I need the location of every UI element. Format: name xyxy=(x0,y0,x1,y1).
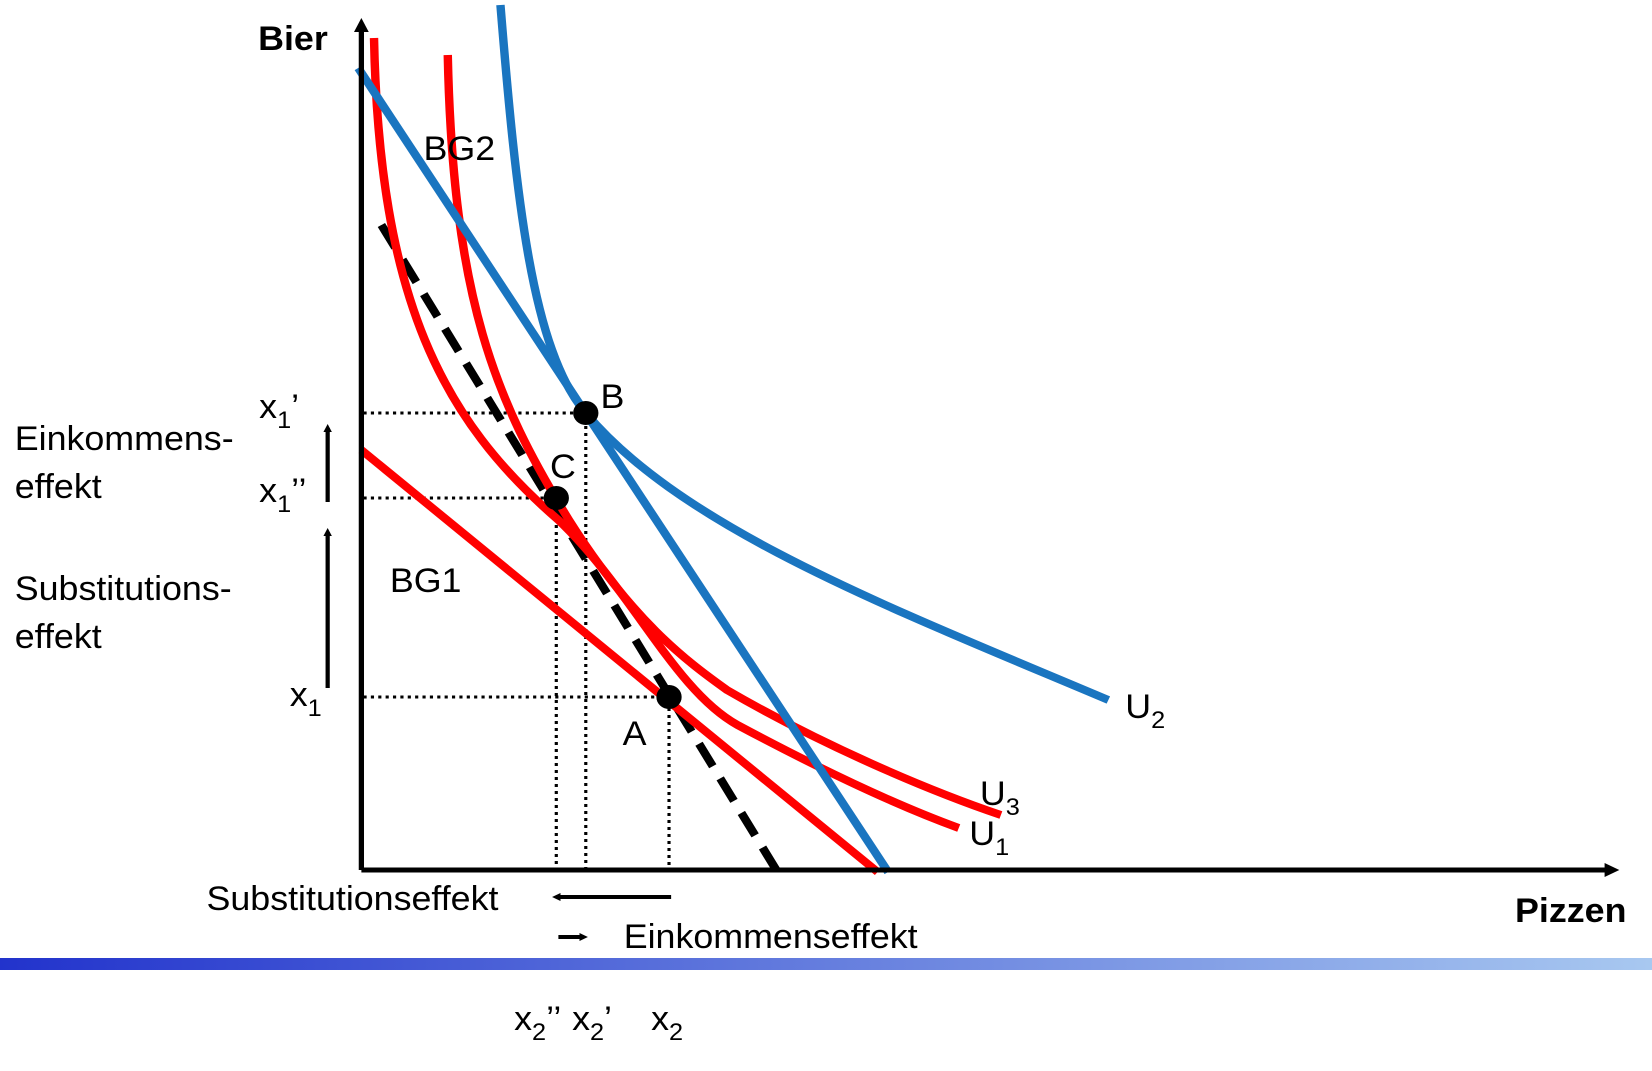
label-sub: 1 xyxy=(308,696,322,722)
point-c-label: C xyxy=(550,448,576,486)
label-base: x xyxy=(572,1000,590,1038)
label-sub: 2 xyxy=(1151,708,1165,734)
label-sub: 2 xyxy=(590,1020,604,1046)
bg1-line xyxy=(358,446,881,876)
label-suffix: ’ xyxy=(604,1000,612,1038)
label-base: x xyxy=(514,1000,532,1038)
u3-curve xyxy=(443,54,1003,819)
footer-bar xyxy=(0,958,1652,970)
y-label: x1 xyxy=(290,676,322,722)
label-sub: 1 xyxy=(277,408,291,434)
point-a-label: A xyxy=(623,715,648,753)
x-label: x2 xyxy=(651,1000,683,1046)
bg2-label: BG2 xyxy=(424,130,496,168)
effect-label: Einkommenseffekt xyxy=(624,918,918,956)
label-base: U xyxy=(969,815,995,853)
point-a xyxy=(656,685,682,709)
effect-label: Substitutions- xyxy=(15,570,232,608)
point-b-label: B xyxy=(601,378,625,416)
y-axis-label: Bier xyxy=(258,20,328,58)
y-label: x1’ xyxy=(259,388,299,434)
label-base: x xyxy=(259,472,277,510)
effect-arrows xyxy=(323,424,672,941)
label-base: x xyxy=(259,388,277,426)
label-sub: 2 xyxy=(669,1020,683,1046)
effect-label: effekt xyxy=(15,618,102,656)
effect-label: Einkommens- xyxy=(15,420,234,458)
label-suffix: ’’ xyxy=(291,472,306,510)
u3-label: U3 xyxy=(980,775,1020,821)
label-base: U xyxy=(980,775,1006,813)
u2-label: U2 xyxy=(1125,688,1165,734)
label-suffix: ’’ xyxy=(546,1000,561,1038)
effect-label: Substitutionseffekt xyxy=(207,880,499,918)
label-base: U xyxy=(1125,688,1151,726)
label-base: x xyxy=(290,676,308,714)
label-suffix: ’ xyxy=(291,388,299,426)
dashed-budget xyxy=(377,222,782,875)
label-base: x xyxy=(651,1000,669,1038)
label-sub: 2 xyxy=(532,1020,546,1046)
bg1-label: BG1 xyxy=(390,562,462,600)
bg2-line xyxy=(354,65,892,875)
x-label: x2’ xyxy=(572,1000,612,1046)
label-sub: 1 xyxy=(995,835,1009,861)
u2-curve xyxy=(496,4,1111,704)
point-b xyxy=(573,401,599,425)
label-sub: 3 xyxy=(1006,795,1020,821)
y-label: x1’’ xyxy=(259,472,306,518)
x-label: x2’’ xyxy=(514,1000,561,1046)
point-c xyxy=(543,486,569,510)
label-sub: 1 xyxy=(277,492,291,518)
effect-label: effekt xyxy=(15,468,102,506)
u1-label: U1 xyxy=(969,815,1009,861)
x-axis-label: Pizzen xyxy=(1515,892,1626,930)
